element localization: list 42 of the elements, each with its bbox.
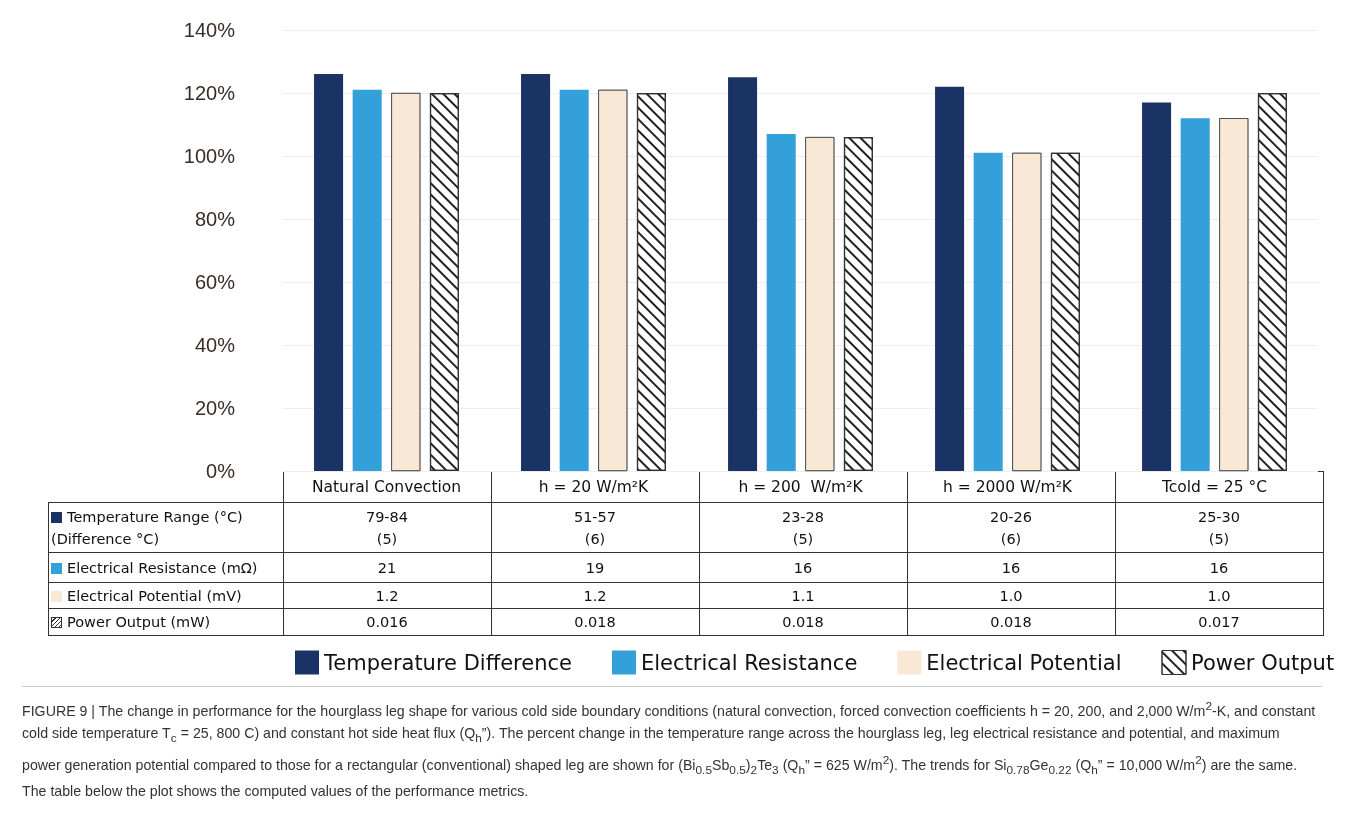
text: 0.018: [491, 608, 699, 636]
legend-label: Electrical Potential: [926, 650, 1122, 675]
text: FIGURE 9 | The change in performance for the hourglass leg shape for various cold side boundary conditions (natural convection, forced convection coefficients h = 20, 200, and 2,000 W/m$^{2}$-K, and constant cold side temperature T$_{c}$ = 25, 800 C) and constant hot side heat flux (Q$_{h}$”). The percent change in the temperature range across the hourglass leg, leg electrical resistance and potential, and maximum power generation potential compared to those for a rectangular (conventional) shaped leg are shown for (Bi$_{0.5}$Sb$_{0.5}$)$_{2}$Te$_{3}$ (Q$_{h}$” = 625 W/m$^{2}$). The trends for Si$_{0.78}$Ge$_{0.22}$ (Q$_{h}$” = 10,000 W/m$^{2}$) are the same. The table below the plot shows the computed values of the performance metrics.: [22, 699, 1316, 800]
text: Temperature Range (°C) (Difference °C): [48, 502, 283, 553]
x-tick-label: Natural Convection: [311, 478, 462, 496]
text: 25-30 (5): [1115, 502, 1323, 553]
text: 1.1: [699, 582, 907, 609]
text: 1.2: [491, 582, 699, 609]
text: 16: [1115, 552, 1323, 583]
y-tick-label: 120%: [183, 82, 236, 104]
y-tick-label: 60%: [194, 271, 236, 293]
text: 0.018: [907, 608, 1115, 636]
text: 0.017: [1115, 608, 1323, 636]
text: Electrical Resistance (mΩ): [48, 552, 283, 583]
y-tick-label: 80%: [194, 208, 236, 230]
y-tick-label: 20%: [194, 397, 236, 419]
y-tick-label: 0%: [206, 460, 236, 482]
text: 19: [491, 552, 699, 583]
text: 20-26 (6): [907, 502, 1115, 553]
text: 16: [699, 552, 907, 583]
text: 1.0: [1115, 582, 1323, 609]
y-tick-label: 40%: [194, 334, 236, 356]
y-tick-label: 140%: [183, 19, 236, 41]
text: 16: [907, 552, 1115, 583]
text: 1.0: [907, 582, 1115, 609]
text: 0.016: [283, 608, 491, 636]
text: 1.2: [283, 582, 491, 609]
x-tick-label: Tcold = 25 °C: [1160, 478, 1268, 496]
x-tick-label: h = 200 W/m²K: [738, 478, 864, 496]
legend-label: Electrical Resistance: [640, 650, 858, 675]
text: Power Output (mW): [48, 608, 283, 636]
x-tick-label: h = 2000 W/m²K: [942, 478, 1073, 496]
legend-label: Temperature Difference: [323, 650, 572, 675]
text: 0.018: [699, 608, 907, 636]
text: Electrical Potential (mV): [48, 582, 283, 609]
y-tick-label: 100%: [183, 145, 236, 167]
text: 23-28 (5): [699, 502, 907, 553]
text: 51-57 (6): [491, 502, 699, 553]
legend-label: Power Output: [1191, 650, 1335, 675]
text: 21: [283, 552, 491, 583]
x-tick-label: h = 20 W/m²K: [538, 478, 649, 496]
text: 79-84 (5): [283, 502, 491, 553]
